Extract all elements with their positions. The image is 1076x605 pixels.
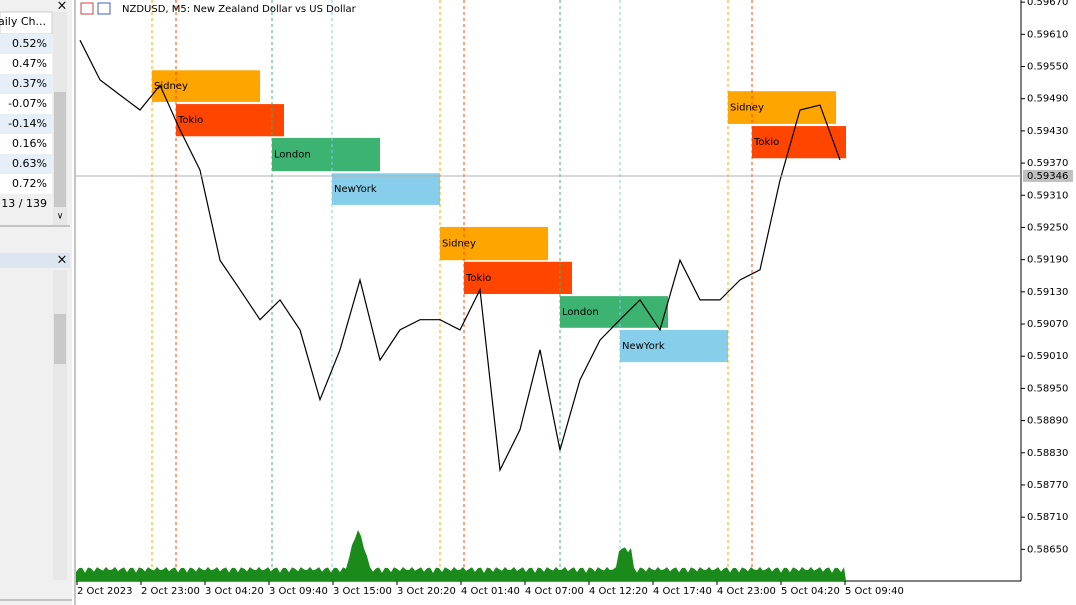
symbol-count: 13 / 139 xyxy=(1,197,47,210)
x-tick-label: 5 Oct 04:20 xyxy=(781,586,840,597)
y-tick-label: 0.59430 xyxy=(1027,126,1068,137)
daily-change: 0.72% xyxy=(12,177,47,190)
x-tick-label: 2 Oct 23:00 xyxy=(141,586,200,597)
close-button[interactable]: × xyxy=(57,0,68,14)
daily-change: 0.47% xyxy=(12,57,47,70)
session-box xyxy=(152,70,260,102)
current-price-label: 0.59346 xyxy=(1027,171,1068,182)
chart-icon xyxy=(80,2,94,15)
current-price-tag xyxy=(1023,169,1073,182)
daily-change: 0.52% xyxy=(12,37,47,50)
row-bg xyxy=(0,134,52,154)
chart-title: NZDUSD, M5: New Zealand Dollar vs US Dol… xyxy=(122,4,357,15)
x-tick-label: 3 Oct 20:20 xyxy=(397,586,456,597)
y-tick-label: 0.59550 xyxy=(1027,62,1068,73)
y-tick-label: 0.59010 xyxy=(1027,351,1068,362)
y-tick-label: 0.58890 xyxy=(1027,416,1068,427)
session-label: London xyxy=(274,150,311,161)
session-box xyxy=(272,137,380,172)
session-label: Tokio xyxy=(753,137,779,148)
x-tick-label: 4 Oct 12:20 xyxy=(589,586,648,597)
row-bg xyxy=(0,114,52,134)
row-bg xyxy=(0,154,52,174)
x-tick-label: 4 Oct 07:00 xyxy=(525,586,584,597)
session-box xyxy=(464,261,572,294)
row-bg xyxy=(0,174,52,194)
close-button[interactable]: × xyxy=(57,253,68,268)
session-box xyxy=(728,91,836,124)
y-tick-label: 0.59670 xyxy=(1027,0,1068,8)
y-tick-label: 0.59310 xyxy=(1027,190,1068,201)
y-tick-label: 0.58770 xyxy=(1027,480,1068,491)
y-tick-label: 0.59610 xyxy=(1027,29,1068,40)
daily-change: 0.16% xyxy=(12,137,47,150)
volume-area xyxy=(76,530,846,581)
session-label: Tokio xyxy=(177,115,203,126)
session-box xyxy=(620,329,728,363)
daily-change: 0.63% xyxy=(12,157,47,170)
chart-window: 0.59670 0.59610 0.59550 0.59490 0.59430 0.593… xyxy=(76,0,1073,597)
x-tick-label: 4 Oct 17:40 xyxy=(653,586,712,597)
daily-change: -0.14% xyxy=(8,117,47,130)
row-bg xyxy=(0,54,52,74)
market-watch: aily Ch... × ∨ × 0.52% 0.47% 0.37% -0.07% -0… xyxy=(0,0,72,605)
panel-header xyxy=(0,253,70,268)
y-tick-label: 0.58830 xyxy=(1027,448,1068,459)
scroll-down[interactable]: ∨ xyxy=(57,212,64,222)
session-label: Sidney xyxy=(154,81,188,92)
x-tick-label: 3 Oct 04:20 xyxy=(205,586,264,597)
x-tick-label: 3 Oct 15:00 xyxy=(333,586,392,597)
session-label: NewYork xyxy=(334,184,377,195)
scroll-thumb[interactable] xyxy=(54,314,66,364)
session-label: London xyxy=(562,307,599,318)
daily-change: -0.07% xyxy=(8,97,47,110)
column-header: aily Ch... xyxy=(0,15,46,28)
x-tick-label: 3 Oct 09:40 xyxy=(269,586,328,597)
session-label: Sidney xyxy=(442,239,476,250)
y-tick-label: 0.59250 xyxy=(1027,222,1068,233)
x-tick-label: 5 Oct 09:40 xyxy=(845,586,904,597)
session-box xyxy=(560,296,668,328)
session-label: NewYork xyxy=(622,341,665,352)
session-box xyxy=(176,104,284,137)
session-box xyxy=(752,126,846,159)
y-tick-label: 0.59490 xyxy=(1027,94,1068,105)
row-bg xyxy=(0,34,52,54)
y-tick-label: 0.58650 xyxy=(1027,544,1068,555)
y-tick-label: 0.59370 xyxy=(1027,158,1068,169)
y-tick-label: 0.59190 xyxy=(1027,255,1068,266)
y-tick-label: 0.59130 xyxy=(1027,287,1068,298)
daily-change: 0.37% xyxy=(12,77,47,90)
y-tick-label: 0.58950 xyxy=(1027,383,1068,394)
chart-icon xyxy=(97,2,111,15)
x-tick-label: 2 Oct 2023 xyxy=(77,586,132,597)
price-line xyxy=(79,39,841,473)
scroll-thumb[interactable] xyxy=(54,92,66,207)
row-bg xyxy=(0,74,52,94)
session-box xyxy=(440,226,548,261)
x-tick-label: 4 Oct 01:40 xyxy=(461,586,520,597)
y-tick-label: 0.58710 xyxy=(1027,512,1068,523)
session-box xyxy=(332,173,440,205)
session-label: Sidney xyxy=(730,103,764,114)
x-tick-label: 4 Oct 23:00 xyxy=(717,586,776,597)
y-tick-label: 0.59070 xyxy=(1027,319,1068,330)
row-bg xyxy=(0,94,52,114)
session-label: Tokio xyxy=(465,273,491,284)
